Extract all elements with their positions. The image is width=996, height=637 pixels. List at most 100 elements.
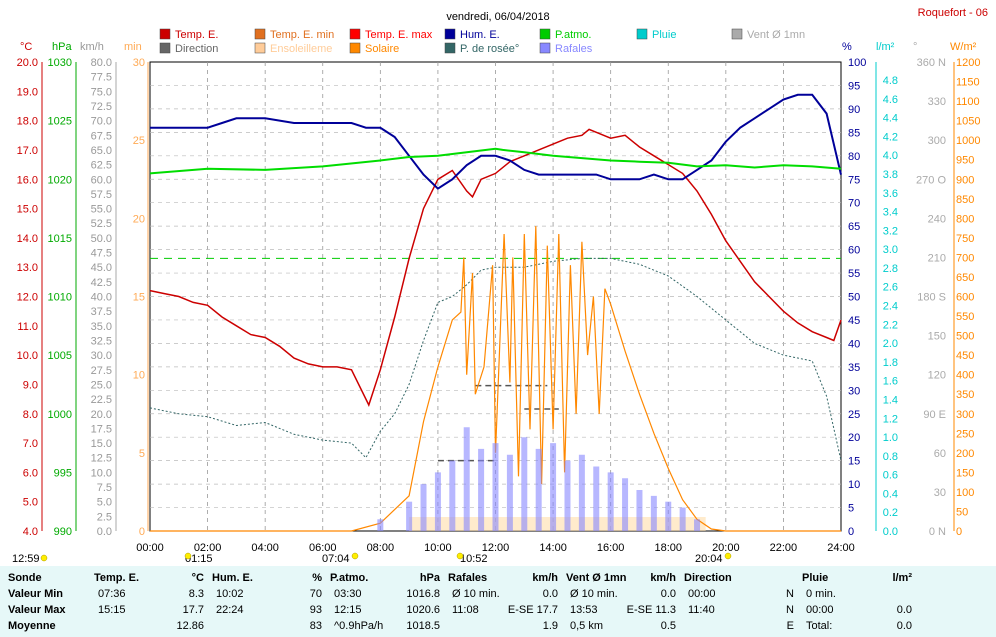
chart-title: vendredi, 06/04/2018 <box>446 11 549 23</box>
kmh-tick: 47.5 <box>91 248 112 260</box>
legend-swatch <box>539 42 551 54</box>
series-hum-e- <box>150 93 842 190</box>
rain-tick: 2.6 <box>883 282 898 294</box>
rain-tick: 4.4 <box>883 113 898 125</box>
wm2-tick: 1200 <box>956 57 980 69</box>
series-solaire <box>150 226 841 532</box>
min-tick: 10 <box>133 370 145 382</box>
dir-tick: 0 N <box>929 526 946 538</box>
stats-cell-value: E <box>786 620 794 632</box>
rain-tick: 3.0 <box>883 244 898 256</box>
min-tick: 20 <box>133 213 145 225</box>
legend-label: Pluie <box>652 29 676 41</box>
stats-cell-value: 93 <box>309 604 322 616</box>
stats-cell-value: 70 <box>309 588 322 600</box>
legend-swatch <box>254 42 266 54</box>
legend-swatch <box>731 28 743 40</box>
kmh-tick: 40.0 <box>91 292 112 304</box>
stats-cell-time: Ø 10 min. <box>452 588 500 600</box>
time-marker: 07:04 <box>322 553 350 565</box>
stats-unit: l/m² <box>892 572 912 584</box>
rain-tick: 1.4 <box>883 394 898 406</box>
stats-header: Pluie <box>802 572 829 584</box>
stats-cell-time: Total: <box>806 620 833 632</box>
stats-header: P.atmo. <box>330 572 369 584</box>
rain-tick: 0.4 <box>883 488 898 500</box>
rain-tick: 0.6 <box>883 470 898 482</box>
stats-cell-time: 07:36 <box>98 588 126 600</box>
stats-cell-value: 1.9 <box>542 620 558 632</box>
rain-tick: 2.8 <box>883 263 898 275</box>
dir-tick: 120 <box>928 370 946 382</box>
rain-tick: 4.2 <box>883 131 898 143</box>
hpa-tick: 990 <box>54 526 72 538</box>
pct-tick: 80 <box>848 151 860 163</box>
stats-cell-time: ^0.9hPa/h <box>334 620 384 632</box>
wm2-tick: 100 <box>956 487 974 499</box>
legend-label: Ensoleilleme <box>270 43 332 55</box>
stats-cell-value: 0.5 <box>660 620 676 632</box>
kmh-tick: 30.0 <box>91 350 112 362</box>
legend-label: Direction <box>175 43 218 55</box>
kmh-tick: 17.5 <box>91 423 112 435</box>
time-tick: 16:00 <box>597 542 625 554</box>
temp-tick: 4.0 <box>23 526 38 538</box>
legend-swatch <box>254 28 266 40</box>
time-tick: 10:00 <box>424 542 452 554</box>
rain-tick: 3.2 <box>883 225 898 237</box>
dir-tick: 30 <box>934 487 946 499</box>
kmh-tick: 12.5 <box>91 453 112 465</box>
kmh-tick: 7.5 <box>97 482 112 494</box>
rain-tick: 1.8 <box>883 357 898 369</box>
rain-tick: 0.2 <box>883 507 898 519</box>
legend-label: P.atmo. <box>555 29 592 41</box>
wm2-tick: 500 <box>956 331 974 343</box>
hpa-tick: 1030 <box>48 57 72 69</box>
stats-header: Temp. E. <box>94 572 140 584</box>
stats-unit: °C <box>191 572 204 584</box>
unit-right: l/m² <box>876 41 895 53</box>
series-temp-e- <box>149 128 842 407</box>
wm2-tick: 1100 <box>956 96 980 108</box>
min-tick: 25 <box>133 135 145 147</box>
min-tick: 5 <box>139 448 145 460</box>
stats-unit: % <box>312 572 322 584</box>
wm2-tick: 550 <box>956 311 974 323</box>
sun-marker-icon <box>351 552 359 560</box>
kmh-tick: 67.5 <box>91 130 112 142</box>
kmh-tick: 60.0 <box>91 174 112 186</box>
kmh-tick: 10.0 <box>91 467 112 479</box>
temp-tick: 12.0 <box>17 292 38 304</box>
kmh-tick: 72.5 <box>91 101 112 113</box>
rain-tick: 2.2 <box>883 319 898 331</box>
stats-cell-value: 83 <box>309 620 322 632</box>
kmh-tick: 70.0 <box>91 116 112 128</box>
wm2-tick: 600 <box>956 292 974 304</box>
wm2-tick: 450 <box>956 350 974 362</box>
stats-cell-value: 8.3 <box>188 588 204 600</box>
time-marker: 10:52 <box>460 553 488 565</box>
kmh-tick: 22.5 <box>91 394 112 406</box>
stats-cell-value: 1016.8 <box>406 588 440 600</box>
stats-header: Direction <box>684 572 732 584</box>
legend-swatch <box>159 28 171 40</box>
kmh-tick: 62.5 <box>91 160 112 172</box>
pct-tick: 30 <box>848 385 860 397</box>
time-marker: 20:04 <box>695 553 723 565</box>
stats-cell-time: 0 min. <box>806 588 836 600</box>
dir-tick: 270 O <box>916 174 946 186</box>
pct-tick: 90 <box>848 104 860 116</box>
time-marker: 12:59 <box>12 553 40 565</box>
stats-cell-value: E-SE 17.7 <box>507 604 558 616</box>
stats-header: Sonde <box>8 572 42 584</box>
station-name: Roquefort - 06 <box>918 7 988 19</box>
temp-tick: 7.0 <box>23 438 38 450</box>
stats-header: Hum. E. <box>212 572 253 584</box>
hpa-tick: 1010 <box>48 292 72 304</box>
wm2-tick: 0 <box>956 526 962 538</box>
dir-tick: 180 S <box>917 292 946 304</box>
temp-tick: 17.0 <box>17 145 38 157</box>
stats-header: Vent Ø 1mn <box>566 572 627 584</box>
temp-tick: 9.0 <box>23 379 38 391</box>
rain-tick: 3.8 <box>883 169 898 181</box>
